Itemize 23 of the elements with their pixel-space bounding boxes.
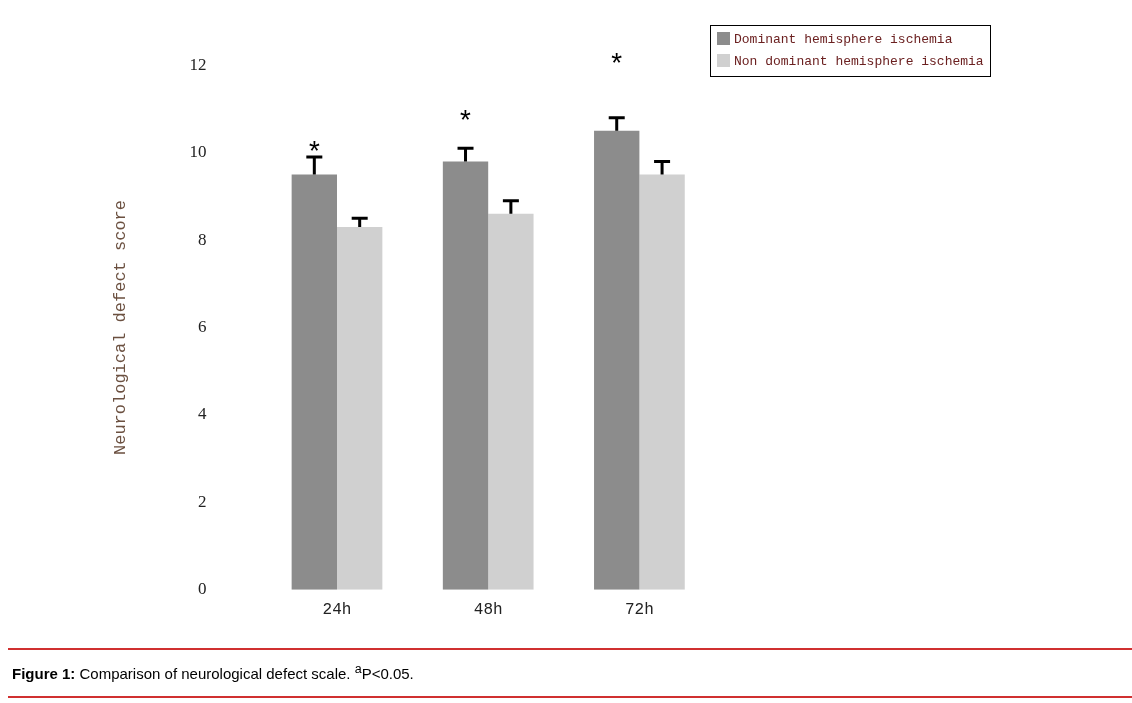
y-tick-label: 8	[197, 229, 207, 249]
bar	[442, 161, 489, 590]
x-tick-label: 72h	[624, 600, 654, 619]
annotation: *	[305, 138, 323, 170]
y-tick-label: 2	[197, 491, 207, 511]
y-tick-label: 10	[189, 142, 207, 162]
y-tick-label: 6	[197, 316, 207, 336]
y-tick-label: 12	[189, 54, 207, 74]
x-tick-label: 24h	[322, 600, 352, 619]
bar	[337, 226, 383, 590]
annotation: *	[608, 50, 626, 82]
caption: Figure 1: Comparison of neurological defect scale. $^{a}$P<0.05.	[8, 648, 1132, 698]
y-tick-label: 0	[197, 579, 207, 599]
y-axis-title: Neurological defect score	[110, 199, 130, 456]
bar	[488, 213, 534, 590]
annotation: *	[457, 106, 474, 138]
bar	[291, 174, 337, 590]
bar	[594, 130, 640, 590]
y-tick-label: 4	[197, 404, 207, 424]
x-tick-label: 48h	[473, 600, 503, 619]
legend-label: Non dominant hemisphere ischemia	[733, 53, 984, 71]
legend-label: Dominant hemisphere ischemia	[733, 31, 954, 49]
bar	[639, 174, 685, 590]
